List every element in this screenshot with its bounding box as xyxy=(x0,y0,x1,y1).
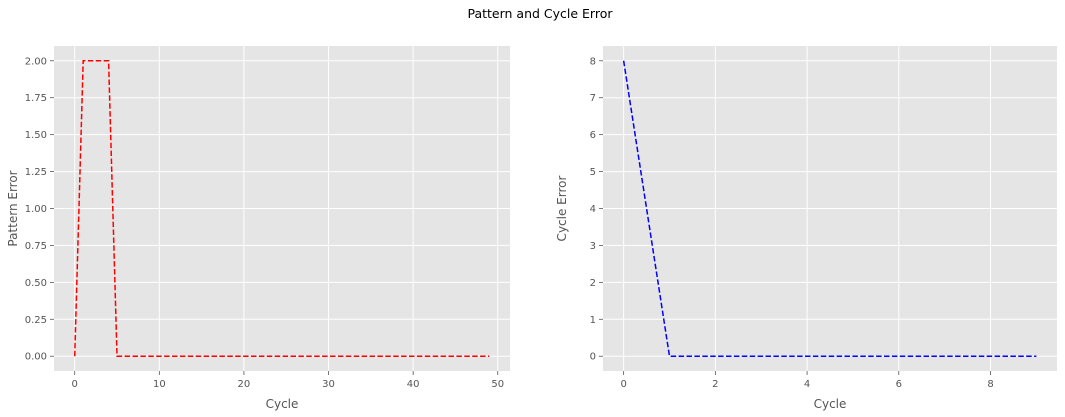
chart0-y-axis-label: Pattern Error xyxy=(6,170,20,246)
chart1-y-axis-label: Cycle Error xyxy=(555,176,569,242)
chart1-x-tick-label: 6 xyxy=(896,379,902,390)
chart1-x-tick-label: 2 xyxy=(712,379,718,390)
chart1-x-tick-label: 8 xyxy=(987,379,993,390)
chart1-series-line xyxy=(622,60,1037,357)
chart1-x-tick-label: 0 xyxy=(620,379,626,390)
chart0-y-tick-label: 0.25 xyxy=(25,315,47,326)
chart0-y-tick-label: 1.50 xyxy=(25,130,47,141)
chart1-y-tick-label: 1 xyxy=(590,315,596,326)
chart0-y-tick-label: 1.00 xyxy=(25,204,47,215)
chart1-y-tick-label: 3 xyxy=(590,241,596,252)
chart0-y-tick-label: 2.00 xyxy=(25,56,47,67)
chart0-y-tick-label: 0.75 xyxy=(25,241,47,252)
chart0-x-tick-label: 30 xyxy=(322,379,335,390)
chart0-y-tick-label: 1.75 xyxy=(25,93,47,104)
chart1-y-tick-label: 8 xyxy=(590,56,596,67)
chart0-y-tick-label: 0.00 xyxy=(25,352,47,363)
chart0-x-tick-label: 0 xyxy=(72,379,78,390)
chart0-x-tick-label: 20 xyxy=(238,379,251,390)
chart0-x-tick-label: 50 xyxy=(491,379,504,390)
chart1-y-tick-label: 7 xyxy=(590,93,596,104)
chart1-y-tick-label: 4 xyxy=(590,204,596,215)
chart0-x-tick-label: 40 xyxy=(407,379,420,390)
chart0-x-axis-label: Cycle xyxy=(266,397,299,411)
chart1-x-tick-label: 4 xyxy=(804,379,810,390)
chart1-x-axis-label: Cycle xyxy=(814,397,847,411)
figure-title: Pattern and Cycle Error xyxy=(467,6,613,21)
chart0-y-tick-label: 0.50 xyxy=(25,278,47,289)
cycle-error-axes: 0 1 2 3 4 5 6 7 8 0 2 4 6 8 Cycle Cycle Error xyxy=(555,46,1057,411)
chart1-y-tick-label: 0 xyxy=(590,352,596,363)
chart1-y-tick-label: 6 xyxy=(590,130,596,141)
chart1-y-tick-label: 2 xyxy=(590,278,596,289)
chart1-y-tick-label: 5 xyxy=(590,167,596,178)
chart0-series-line xyxy=(73,60,490,357)
chart0-x-tick-label: 10 xyxy=(153,379,166,390)
pattern-error-axes: 0.00 0.25 0.50 0.75 1.00 1.25 1.50 1.75 2.00 0 10 2… xyxy=(6,46,510,411)
chart0-y-tick-label: 1.25 xyxy=(25,167,47,178)
